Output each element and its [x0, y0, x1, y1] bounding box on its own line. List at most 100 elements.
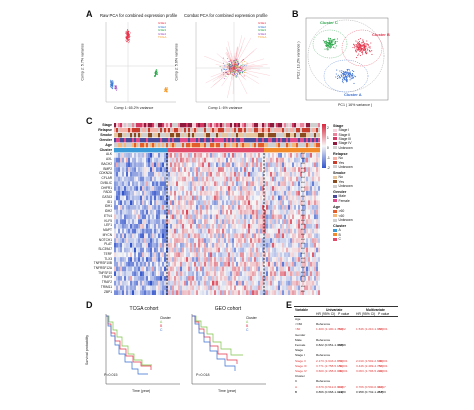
heatmap-cell — [272, 200, 274, 206]
heatmap-cell — [280, 162, 282, 168]
cluster-cell — [122, 148, 124, 153]
annotation-cell — [158, 143, 160, 148]
heatmap-cell — [184, 153, 186, 158]
annotation-cell — [128, 138, 130, 143]
heatmap-cell — [274, 271, 276, 277]
heatmap-cell — [188, 266, 190, 272]
heatmap-cell — [212, 209, 214, 215]
heatmap-cell — [286, 271, 288, 277]
heatmap-cell — [146, 257, 148, 262]
cluster-cell — [206, 148, 208, 153]
heatmap-cell — [134, 171, 136, 177]
heatmap-cell — [254, 186, 256, 191]
pca-point — [232, 74, 234, 76]
heatmap-cell — [206, 214, 208, 220]
heatmap-cell — [210, 257, 212, 262]
heatmap-cell — [204, 290, 206, 295]
heatmap-cell — [166, 247, 168, 253]
heatmap-cell — [188, 271, 190, 277]
annotation-cell — [176, 138, 178, 143]
heatmap-cell — [144, 285, 146, 291]
pc-point — [334, 38, 336, 40]
cluster-cell — [260, 148, 262, 153]
heatmap-cell — [298, 242, 300, 248]
heatmap-cell — [174, 186, 176, 191]
heatmap-cell — [142, 271, 144, 277]
heatmap-cell — [286, 242, 288, 248]
heatmap-cell — [158, 228, 160, 234]
heatmap-cell — [156, 224, 158, 229]
heatmap-cell — [202, 280, 204, 286]
heatmap-cell — [302, 266, 304, 272]
legend-stage-title: Stage — [333, 124, 344, 128]
heatmap-cell — [310, 186, 312, 191]
annotation-cell — [162, 123, 164, 128]
heatmap-cell — [134, 214, 136, 220]
annotation-cell — [114, 123, 116, 128]
heatmap-cell — [184, 285, 186, 291]
heatmap-cell — [250, 257, 252, 262]
annotation-cell — [124, 143, 126, 148]
pca-point — [223, 62, 224, 64]
heatmap-cell — [152, 171, 154, 177]
annotation-cell — [304, 128, 306, 133]
annotation-cell — [152, 143, 154, 148]
pca-point — [234, 68, 235, 70]
heatmap-cell — [134, 205, 136, 210]
annotation-cell — [318, 143, 320, 148]
heatmap-cell — [244, 266, 246, 272]
heatmap-cell — [254, 233, 256, 239]
heatmap-cell — [312, 195, 314, 201]
heatmap-cell — [124, 209, 126, 215]
heatmap-cell — [220, 271, 222, 277]
heatmap-cell — [256, 167, 258, 172]
heatmap-cell — [176, 176, 178, 182]
pc-point — [364, 47, 366, 49]
heatmap-cell — [232, 209, 234, 215]
heatmap-cell — [216, 238, 218, 243]
heatmap-cell — [316, 190, 318, 196]
heatmap-cell — [170, 224, 172, 229]
heatmap-cell — [164, 181, 166, 187]
heatmap-cell — [254, 228, 256, 234]
heatmap-cell — [124, 157, 126, 163]
heatmap-cell — [256, 261, 258, 267]
heatmap-cell — [170, 285, 172, 291]
heatmap-cell — [238, 176, 240, 182]
heatmap-cell — [224, 280, 226, 286]
heatmap-cell — [292, 261, 294, 267]
heatmap-cell — [188, 153, 190, 158]
heatmap-cell — [264, 280, 266, 286]
heatmap-cell — [266, 280, 268, 286]
heatmap-cell — [232, 290, 234, 295]
heatmap-cell — [272, 238, 274, 243]
heatmap-cell — [226, 162, 228, 168]
heatmap-cell — [130, 200, 132, 206]
heatmap-cell — [150, 171, 152, 177]
heatmap-cell — [132, 186, 134, 191]
heatmap-cell — [296, 261, 298, 267]
heatmap-cell — [126, 271, 128, 277]
table-cell: 1.546 (1.210-1.982) — [356, 327, 384, 332]
heatmap-cell — [170, 238, 172, 243]
heatmap-cell — [114, 233, 116, 239]
heatmap-cell — [272, 219, 274, 224]
heatmap-cell — [200, 190, 202, 196]
heatmap-cell — [216, 224, 218, 229]
cluster-c-label: Cluster C — [320, 20, 338, 25]
heatmap-cell — [240, 252, 242, 258]
heatmap-cell — [208, 285, 210, 291]
heatmap-cell — [228, 200, 230, 206]
heatmap-cell — [136, 181, 138, 187]
heatmap-cell — [310, 276, 312, 281]
annotation-cell — [228, 123, 230, 128]
gene-label: ETV4 — [104, 213, 112, 218]
heatmap-cell — [242, 261, 244, 267]
heatmap-cell — [312, 200, 314, 206]
panel-a-left-points — [109, 29, 168, 93]
heatmap-cell — [148, 176, 150, 182]
heatmap-cell — [126, 224, 128, 229]
heatmap-cell — [152, 271, 154, 277]
annotation-cell — [234, 138, 236, 143]
heatmap-cell — [116, 266, 118, 272]
